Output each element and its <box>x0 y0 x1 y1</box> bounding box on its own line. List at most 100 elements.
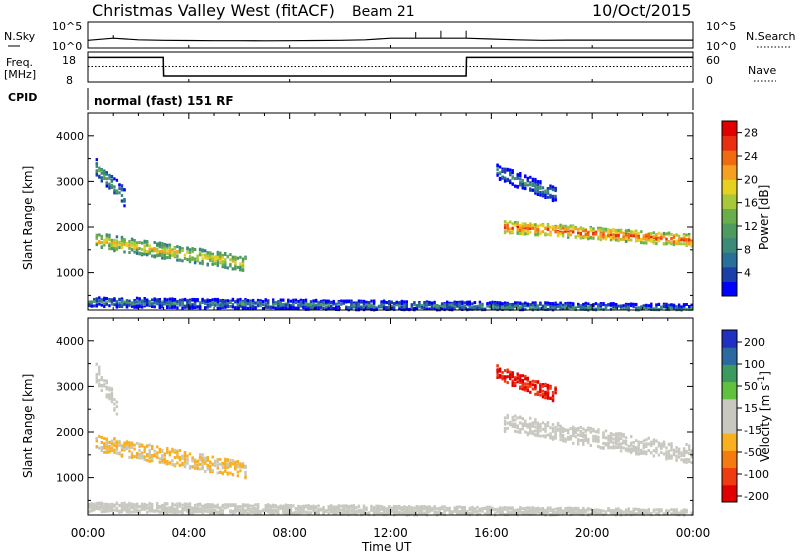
velocity-cell <box>579 512 582 516</box>
power-cell <box>645 233 648 237</box>
velocity-cell <box>554 425 557 429</box>
velocity-cell <box>221 466 224 470</box>
power-cell <box>158 245 161 249</box>
velocity-cell <box>398 510 401 514</box>
power-cell <box>183 257 187 260</box>
power-cell <box>612 228 615 232</box>
velocity-cell <box>125 441 129 445</box>
velocity-cell <box>294 512 298 515</box>
power-cell <box>362 304 366 308</box>
velocity-cell <box>408 511 411 515</box>
power-cell <box>204 306 207 310</box>
velocity-cell <box>526 386 529 390</box>
power-cell <box>572 230 575 234</box>
power-cell <box>597 228 600 232</box>
power-cell <box>277 305 280 309</box>
power-cell <box>204 249 207 253</box>
power-cell <box>380 302 383 306</box>
velocity-cell <box>198 502 202 506</box>
power-cell <box>544 196 547 199</box>
velocity-cell <box>675 508 678 512</box>
velocity-cell <box>176 506 179 510</box>
velocity-cell <box>284 507 287 511</box>
velocity-cell <box>100 384 103 387</box>
power-cell <box>272 305 275 309</box>
velocity-cell <box>614 439 618 443</box>
power-cell <box>617 231 620 235</box>
power-cell <box>519 232 522 235</box>
velocity-cell <box>360 510 363 514</box>
nsearch-tick-high: 10^5 <box>706 20 736 33</box>
power-cell <box>128 243 131 247</box>
velocity-cell <box>332 511 335 515</box>
power-cell <box>561 230 565 234</box>
velocity-cell <box>193 460 197 464</box>
power-cell <box>529 182 532 186</box>
velocity-cell <box>113 504 116 508</box>
velocity-cell <box>524 382 527 386</box>
power-cell <box>153 241 156 244</box>
velocity-cell <box>267 504 270 508</box>
power-cell <box>367 307 371 311</box>
velocity-cell <box>347 508 350 512</box>
power-cell <box>506 221 509 225</box>
velocity-cell <box>531 421 535 425</box>
velocity-cell <box>304 505 308 509</box>
power-cell <box>448 306 451 310</box>
velocity-cell <box>473 510 477 514</box>
power-cell <box>650 232 653 235</box>
velocity-cell <box>156 509 159 513</box>
velocity-cell <box>335 507 338 511</box>
power-cell <box>113 247 116 251</box>
velocity-cell <box>204 456 207 460</box>
power-cell <box>541 304 545 308</box>
velocity-cell <box>130 502 134 506</box>
power-cell <box>491 300 494 304</box>
velocity-cell <box>619 511 623 515</box>
velocity-cell <box>98 507 101 511</box>
velocity-cell <box>685 457 688 461</box>
velocity-cell <box>183 453 187 457</box>
power-cell <box>506 168 509 172</box>
velocity-cell <box>632 507 635 511</box>
velocity-cell <box>284 511 287 515</box>
velocity-cell <box>509 506 512 510</box>
power-cell <box>143 244 146 248</box>
velocity-cell <box>597 440 600 444</box>
power-cell <box>582 227 585 231</box>
power-cell <box>370 305 373 309</box>
power-cell <box>546 307 550 311</box>
velocity-cell <box>662 442 666 446</box>
power-cell <box>239 262 242 266</box>
velocity-cell <box>317 511 320 514</box>
velocity-cell <box>458 510 461 514</box>
power-cell <box>284 303 287 307</box>
velocity-cell <box>163 504 166 508</box>
power-cell <box>188 257 192 261</box>
velocity-cell <box>183 455 187 459</box>
velocity-cell <box>617 433 620 437</box>
power-cell <box>546 301 550 305</box>
power-frame <box>87 112 694 311</box>
velocity-cell <box>400 508 403 512</box>
velocity-cell <box>186 454 189 458</box>
power-cell <box>88 300 91 304</box>
velocity-cell <box>259 511 262 515</box>
power-cell <box>98 174 101 178</box>
power-cell <box>665 237 668 241</box>
power-cell <box>524 301 527 305</box>
velocity-cell <box>244 466 247 469</box>
power-cell <box>647 233 650 237</box>
power-cell <box>292 307 295 311</box>
power-cell <box>619 304 623 308</box>
velocity-cell <box>672 448 676 452</box>
velocity-cell <box>531 506 535 510</box>
power-cell <box>627 307 630 311</box>
velocity-cell <box>201 454 204 458</box>
power-cell <box>196 254 199 258</box>
velocity-cell <box>312 509 315 513</box>
power-cell <box>115 178 119 182</box>
power-cell <box>602 231 605 235</box>
power-cell <box>531 188 535 192</box>
velocity-cell <box>506 416 509 420</box>
